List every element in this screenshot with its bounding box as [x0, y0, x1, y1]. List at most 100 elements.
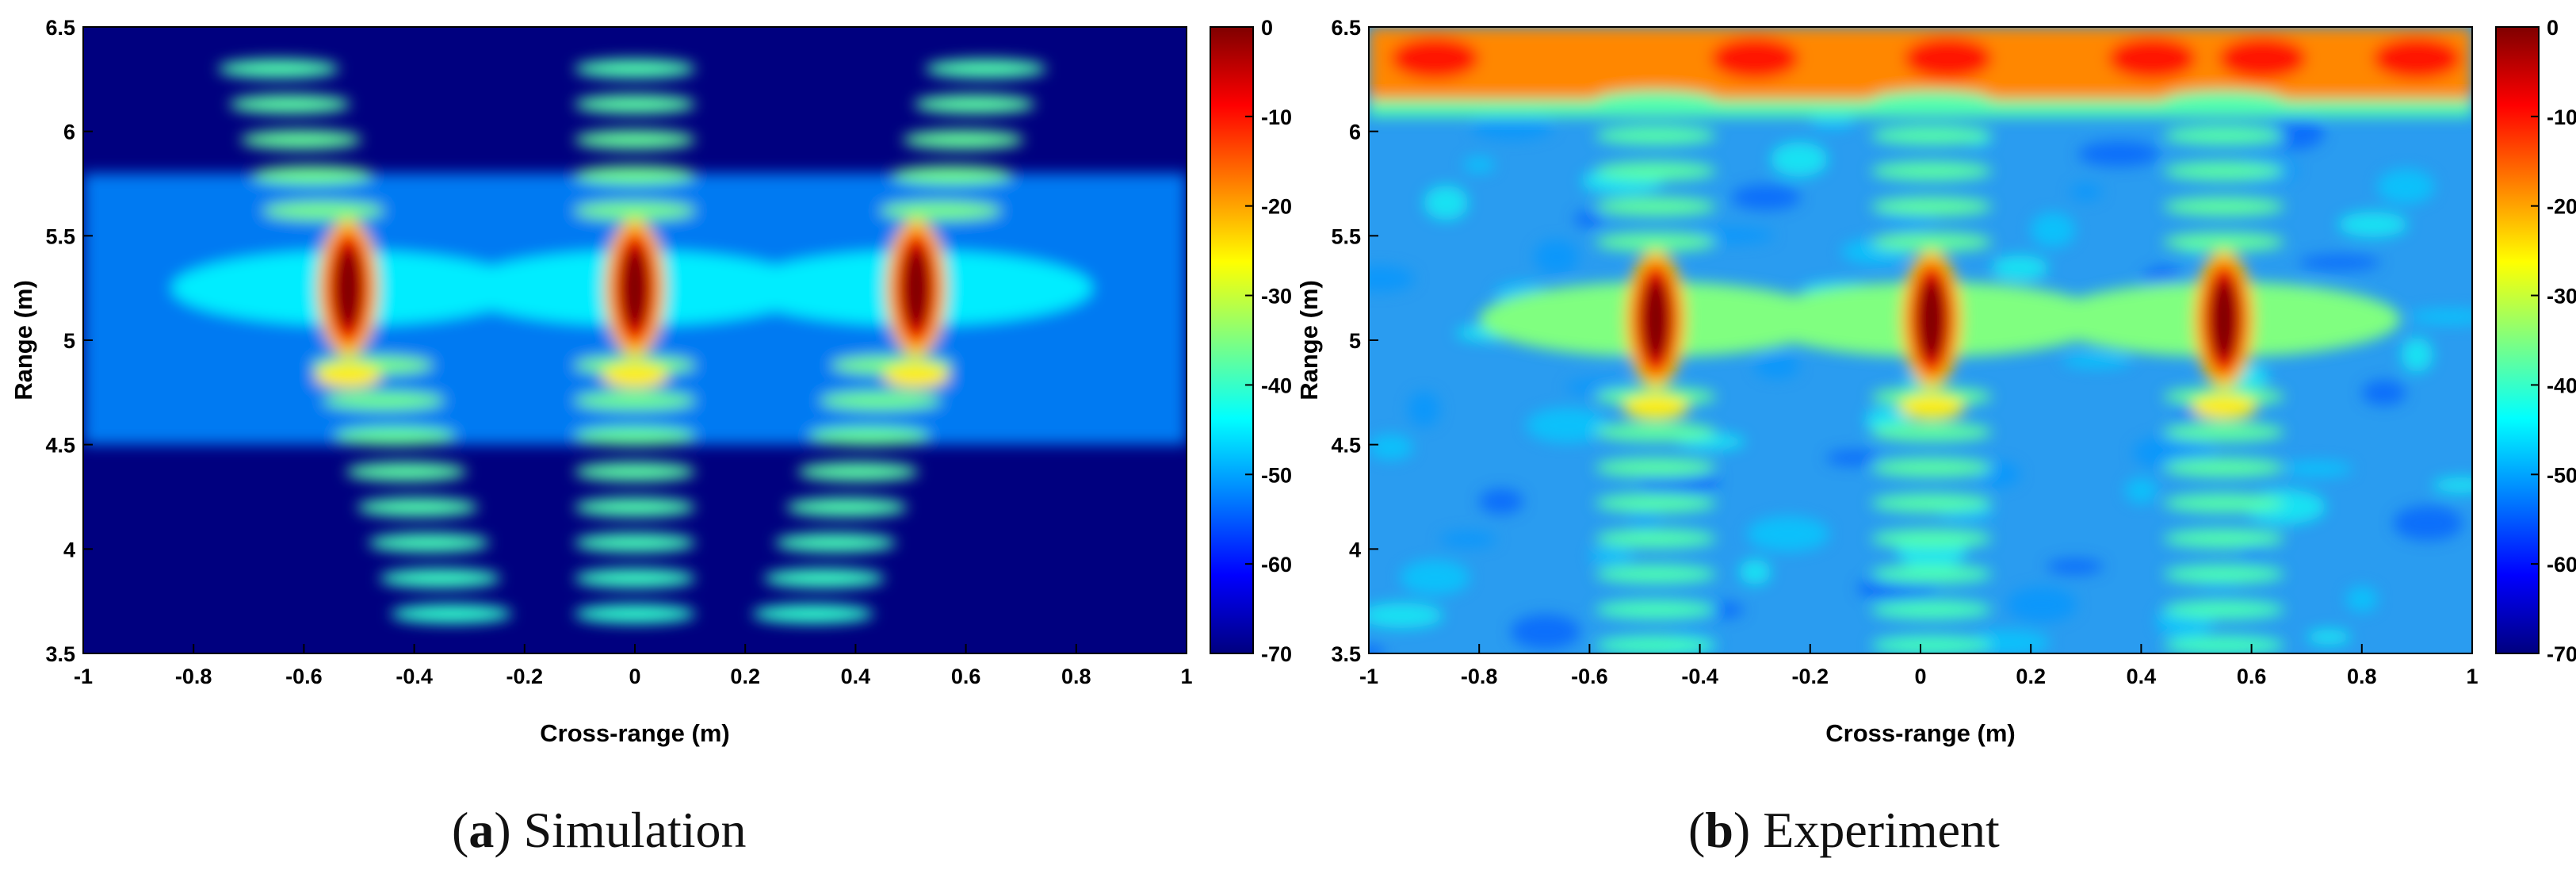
range-sidelobe: [797, 462, 919, 481]
colorbar-tick-label: -20: [1261, 195, 1292, 219]
x-tick-label: 0.2: [2016, 665, 2046, 688]
y-tick-label: 5: [63, 329, 75, 353]
x-tick-label: 0.4: [2127, 665, 2157, 688]
x-tick-label: 0.6: [951, 665, 981, 688]
y-tick-label: 5: [1349, 329, 1361, 353]
caption-b: (b) Experiment: [1688, 802, 2000, 858]
range-sidelobe: [2163, 126, 2285, 145]
x-tick-label: -0.8: [1461, 665, 1498, 688]
range-sidelobe: [880, 201, 1002, 220]
range-sidelobe: [1871, 458, 1993, 477]
range-sidelobe: [323, 391, 445, 411]
range-sidelobe: [1595, 565, 1717, 584]
range-sidelobe: [1595, 493, 1717, 513]
y-tick-label: 3.5: [1331, 642, 1361, 666]
x-tick-label: -0.2: [1792, 665, 1829, 688]
x-axis-label: Cross-range (m): [1825, 719, 2015, 747]
x-tick-label: 0.6: [2237, 665, 2267, 688]
range-sidelobe: [2163, 423, 2285, 442]
clutter-blob: [1755, 353, 1800, 379]
range-sidelobe: [1871, 161, 1993, 181]
clutter-blob: [2267, 114, 2325, 150]
range-sidelobe: [913, 94, 1036, 114]
clutter-blob: [1825, 450, 1883, 466]
colorbar-tick-label: -60: [1261, 553, 1292, 577]
clutter-blob: [1510, 614, 1580, 649]
x-tick-label: 0: [1914, 665, 1926, 688]
caption-a: (a) Simulation: [452, 802, 747, 858]
range-sidelobe: [1871, 600, 1993, 619]
range-sidelobe: [240, 130, 362, 150]
y-axis: 3.5 4 4.5 5 5.5 6 6.5: [1331, 16, 1378, 666]
y-tick-label: 4.5: [45, 434, 75, 458]
range-sidelobe: [1595, 600, 1717, 619]
top-clutter-hotspot: [2372, 37, 2462, 79]
caption-letter: a: [468, 802, 495, 858]
range-sidelobe: [379, 569, 501, 588]
heatmap-field: [83, 59, 1187, 623]
range-sidelobe: [334, 427, 456, 446]
clutter-blob: [1746, 516, 1829, 552]
range-sidelobe: [2163, 493, 2285, 513]
range-sidelobe: [2163, 197, 2285, 216]
clutter-blob: [1369, 266, 1415, 292]
top-clutter-hotspot: [1904, 37, 1993, 79]
y-tick-label: 6: [1349, 121, 1361, 144]
clutter-blob: [1463, 156, 1496, 173]
clutter-blob: [2377, 169, 2435, 205]
clutter-blob: [1991, 255, 2049, 281]
x-tick-label: -0.4: [1681, 665, 1718, 688]
near-sidelobe: [2191, 394, 2257, 420]
clutter-blob: [2337, 212, 2408, 238]
range-sidelobe: [262, 201, 384, 220]
range-sidelobe: [2163, 161, 2285, 181]
range-sidelobe: [1871, 565, 1993, 584]
y-axis-label: Range (m): [10, 280, 37, 400]
range-sidelobe: [785, 497, 908, 517]
colorbar-tick-label: -30: [1261, 285, 1292, 308]
colorbar: [1210, 26, 1254, 654]
range-sidelobe: [902, 130, 1024, 150]
x-tick-label: -1: [1359, 665, 1378, 688]
range-sidelobe: [217, 59, 339, 79]
range-sidelobe: [574, 59, 696, 79]
clutter-blob: [1534, 239, 1579, 275]
y-tick-label: 3.5: [45, 642, 75, 666]
range-sidelobe: [1871, 423, 1993, 442]
near-sidelobe: [883, 362, 950, 389]
range-sidelobe: [574, 604, 696, 623]
clutter-blob: [2298, 255, 2381, 271]
colorbar-tick-label: -20: [2547, 195, 2576, 219]
clutter-blob: [1739, 559, 1771, 585]
range-sidelobe: [1595, 161, 1717, 181]
x-tick-label: 1: [2466, 665, 2478, 688]
range-sidelobe: [574, 94, 696, 114]
x-tick-label: 0.2: [730, 665, 760, 688]
range-sidelobe: [1595, 529, 1717, 549]
range-sidelobe: [891, 166, 1013, 185]
clutter-blob: [1369, 603, 1443, 629]
y-tick-label: 4: [63, 538, 75, 561]
range-sidelobe: [820, 391, 942, 411]
colorbar-tick-label: -10: [2547, 105, 2576, 129]
colorbar-ticks: 0 -10 -20 -30 -40 -50 -60 -70: [1245, 16, 1292, 666]
colorbar-tick-label: -30: [2547, 285, 2576, 308]
range-sidelobe: [1595, 458, 1717, 477]
clutter-blob: [1470, 113, 1554, 140]
clutter-blob: [2046, 558, 2104, 575]
range-sidelobe: [574, 533, 696, 553]
range-sidelobe: [390, 604, 512, 623]
range-sidelobe: [1595, 126, 1717, 145]
x-tick-label: 0.8: [1061, 665, 1091, 688]
range-sidelobe: [1595, 635, 1717, 653]
clutter-blob: [1369, 434, 1413, 460]
range-sidelobe: [574, 569, 696, 588]
target-core: [1917, 278, 1946, 362]
colorbar-tick-label: -70: [2547, 642, 2576, 666]
clutter-blob: [1439, 531, 1497, 548]
range-sidelobe: [2163, 565, 2285, 584]
clutter-blob: [2125, 477, 2157, 504]
range-sidelobe: [574, 497, 696, 517]
clutter-blob: [1731, 184, 1802, 210]
range-sidelobe: [774, 533, 896, 553]
